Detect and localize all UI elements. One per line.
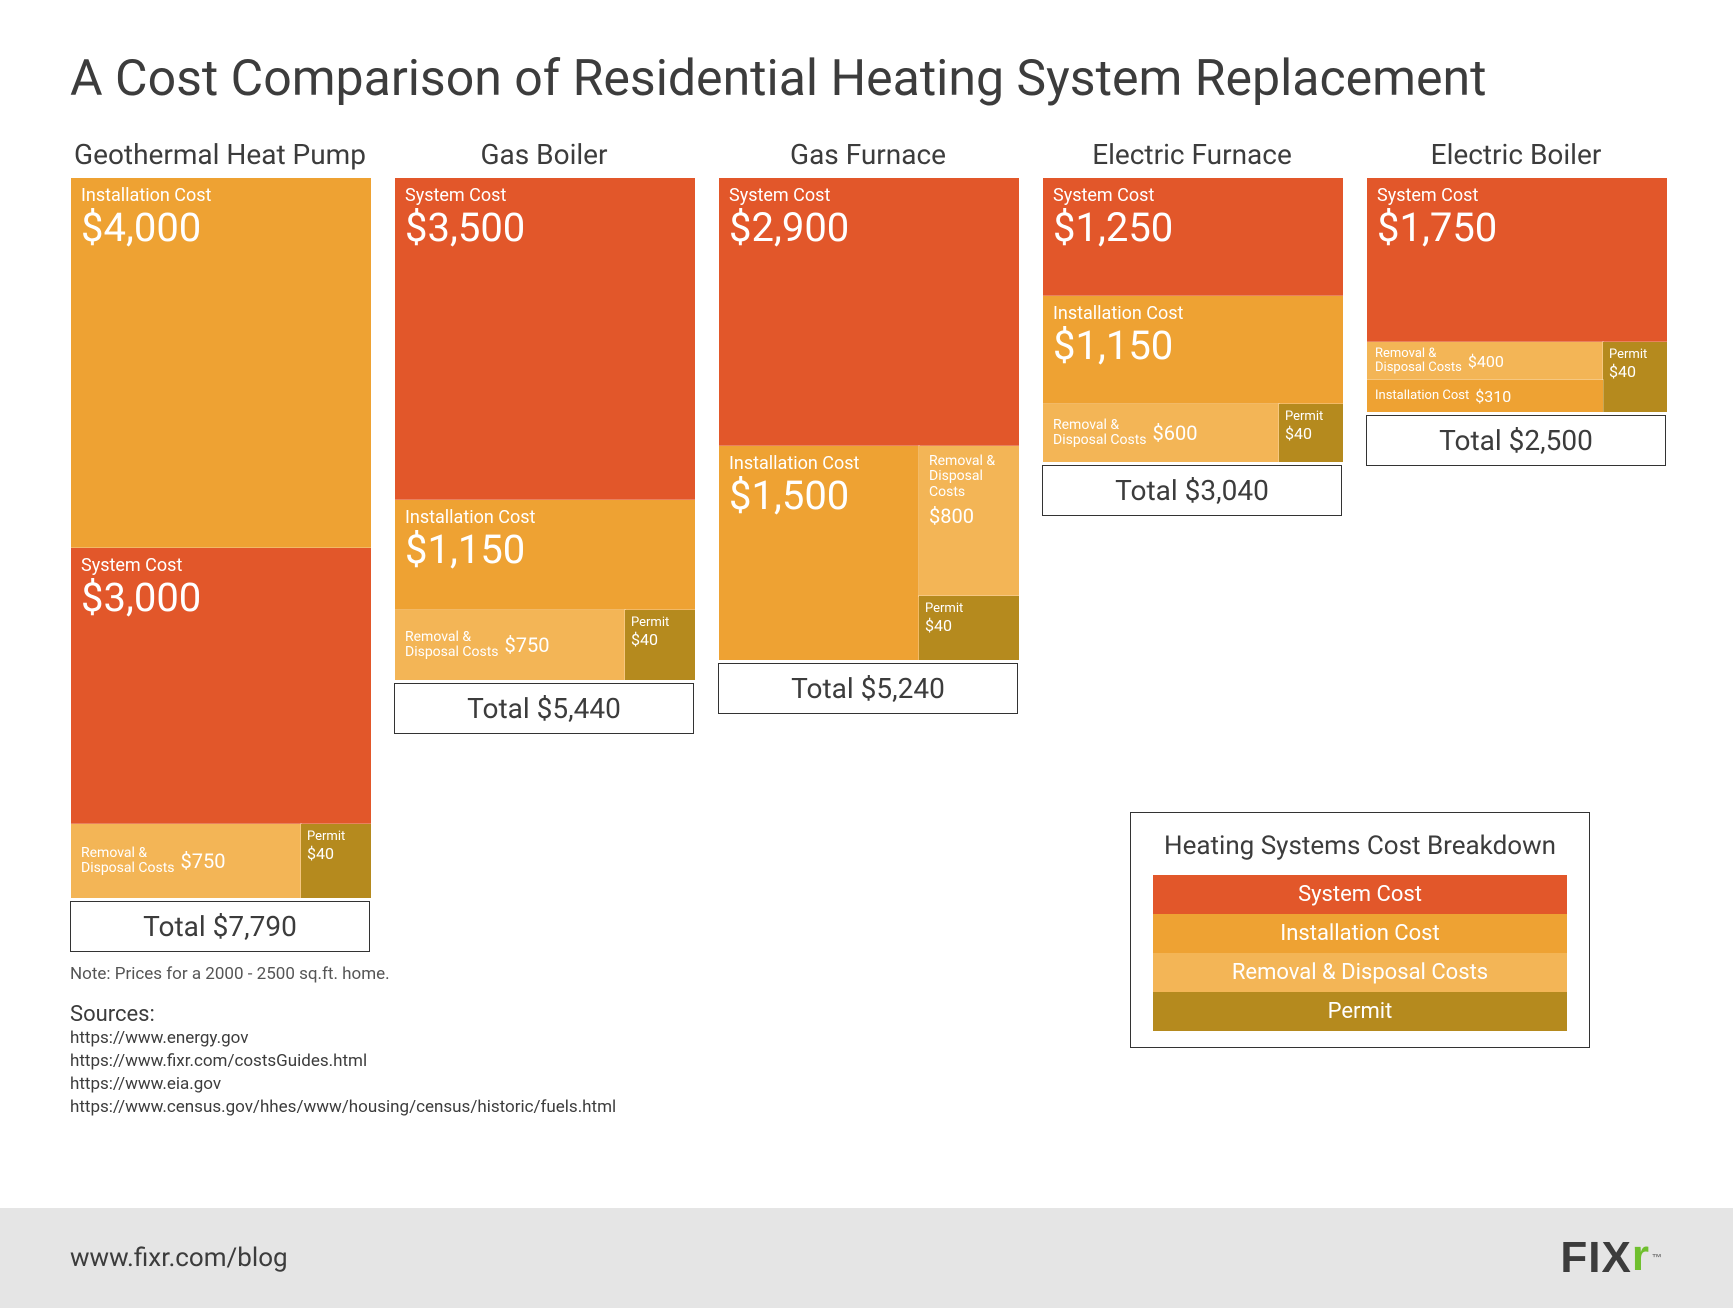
treemap-installation: Installation Cost $310 [1367, 380, 1603, 412]
treemap-permit: Permit$40 [625, 610, 695, 680]
system-title: Electric Boiler [1366, 138, 1666, 171]
system-column: Gas Furnace System Cost$2,900Installation… [718, 138, 1018, 714]
treemap-system: System Cost$2,900 [719, 178, 1019, 446]
treemap-removal: Removal &Disposal Costs $750 [71, 824, 301, 898]
logo-text: FIX [1560, 1233, 1631, 1283]
treemap-installation: Installation Cost$1,500 [719, 446, 919, 660]
treemap-removal: Removal &Disposal Costs $750 [395, 610, 625, 680]
treemap-system: System Cost$3,500 [395, 178, 695, 500]
treemap-removal: Removal &Disposal Costs $600 [1043, 404, 1279, 462]
total-box: Total $3,040 [1042, 465, 1342, 516]
legend-title: Heating Systems Cost Breakdown [1153, 831, 1567, 861]
logo-accent: r [1632, 1231, 1650, 1281]
source-line: https://www.fixr.com/costsGuides.html [70, 1050, 1663, 1073]
legend-box: Heating Systems Cost Breakdown System Co… [1130, 812, 1590, 1048]
treemap-removal: Removal &DisposalCosts$800 [919, 446, 1019, 596]
total-box: Total $5,440 [394, 683, 694, 734]
system-title: Geothermal Heat Pump [70, 138, 370, 171]
source-line: https://www.eia.gov [70, 1073, 1663, 1096]
treemap: System Cost$1,250Installation Cost$1,150… [1042, 177, 1342, 461]
total-box: Total $5,240 [718, 663, 1018, 714]
system-title: Electric Furnace [1042, 138, 1342, 171]
treemap-permit: Permit$40 [1603, 342, 1667, 412]
treemap-system: System Cost$1,750 [1367, 178, 1667, 342]
page-title: A Cost Comparison of Residential Heating… [70, 50, 1663, 108]
legend-row: Permit [1153, 992, 1567, 1031]
treemap-removal: Removal &Disposal Costs $400 [1367, 342, 1603, 380]
treemap-installation: Installation Cost$1,150 [1043, 296, 1343, 404]
treemap-system: System Cost$3,000 [71, 548, 371, 824]
treemap: System Cost$1,750Removal &Disposal Costs… [1366, 177, 1666, 411]
treemap-permit: Permit$40 [919, 596, 1019, 660]
treemap-system: System Cost$1,250 [1043, 178, 1343, 296]
logo-tm: ™ [1652, 1253, 1663, 1264]
total-box: Total $2,500 [1366, 415, 1666, 466]
footer-url: www.fixr.com/blog [70, 1243, 288, 1273]
treemap: Installation Cost$4,000System Cost$3,000… [70, 177, 370, 897]
treemap-installation: Installation Cost$4,000 [71, 178, 371, 548]
treemap-permit: Permit$40 [301, 824, 371, 898]
source-line: https://www.census.gov/hhes/www/housing/… [70, 1096, 1663, 1119]
legend-row: Installation Cost [1153, 914, 1567, 953]
total-box: Total $7,790 [70, 901, 370, 952]
fixr-logo: FIXr™ [1560, 1233, 1663, 1283]
system-title: Gas Boiler [394, 138, 694, 171]
system-column: Electric Furnace System Cost$1,250Install… [1042, 138, 1342, 516]
system-title: Gas Furnace [718, 138, 1018, 171]
system-column: Gas Boiler System Cost$3,500Installation … [394, 138, 694, 734]
treemap-permit: Permit$40 [1279, 404, 1343, 462]
treemap: System Cost$2,900Installation Cost$1,500… [718, 177, 1018, 659]
treemap: System Cost$3,500Installation Cost$1,150… [394, 177, 694, 679]
legend-row: Removal & Disposal Costs [1153, 953, 1567, 992]
legend-row: System Cost [1153, 875, 1567, 914]
footer-bar: www.fixr.com/blog FIXr™ [0, 1208, 1733, 1308]
system-column: Electric Boiler System Cost$1,750Removal … [1366, 138, 1666, 466]
treemap-installation: Installation Cost$1,150 [395, 500, 695, 610]
system-column: Geothermal Heat Pump Installation Cost$4,… [70, 138, 370, 952]
